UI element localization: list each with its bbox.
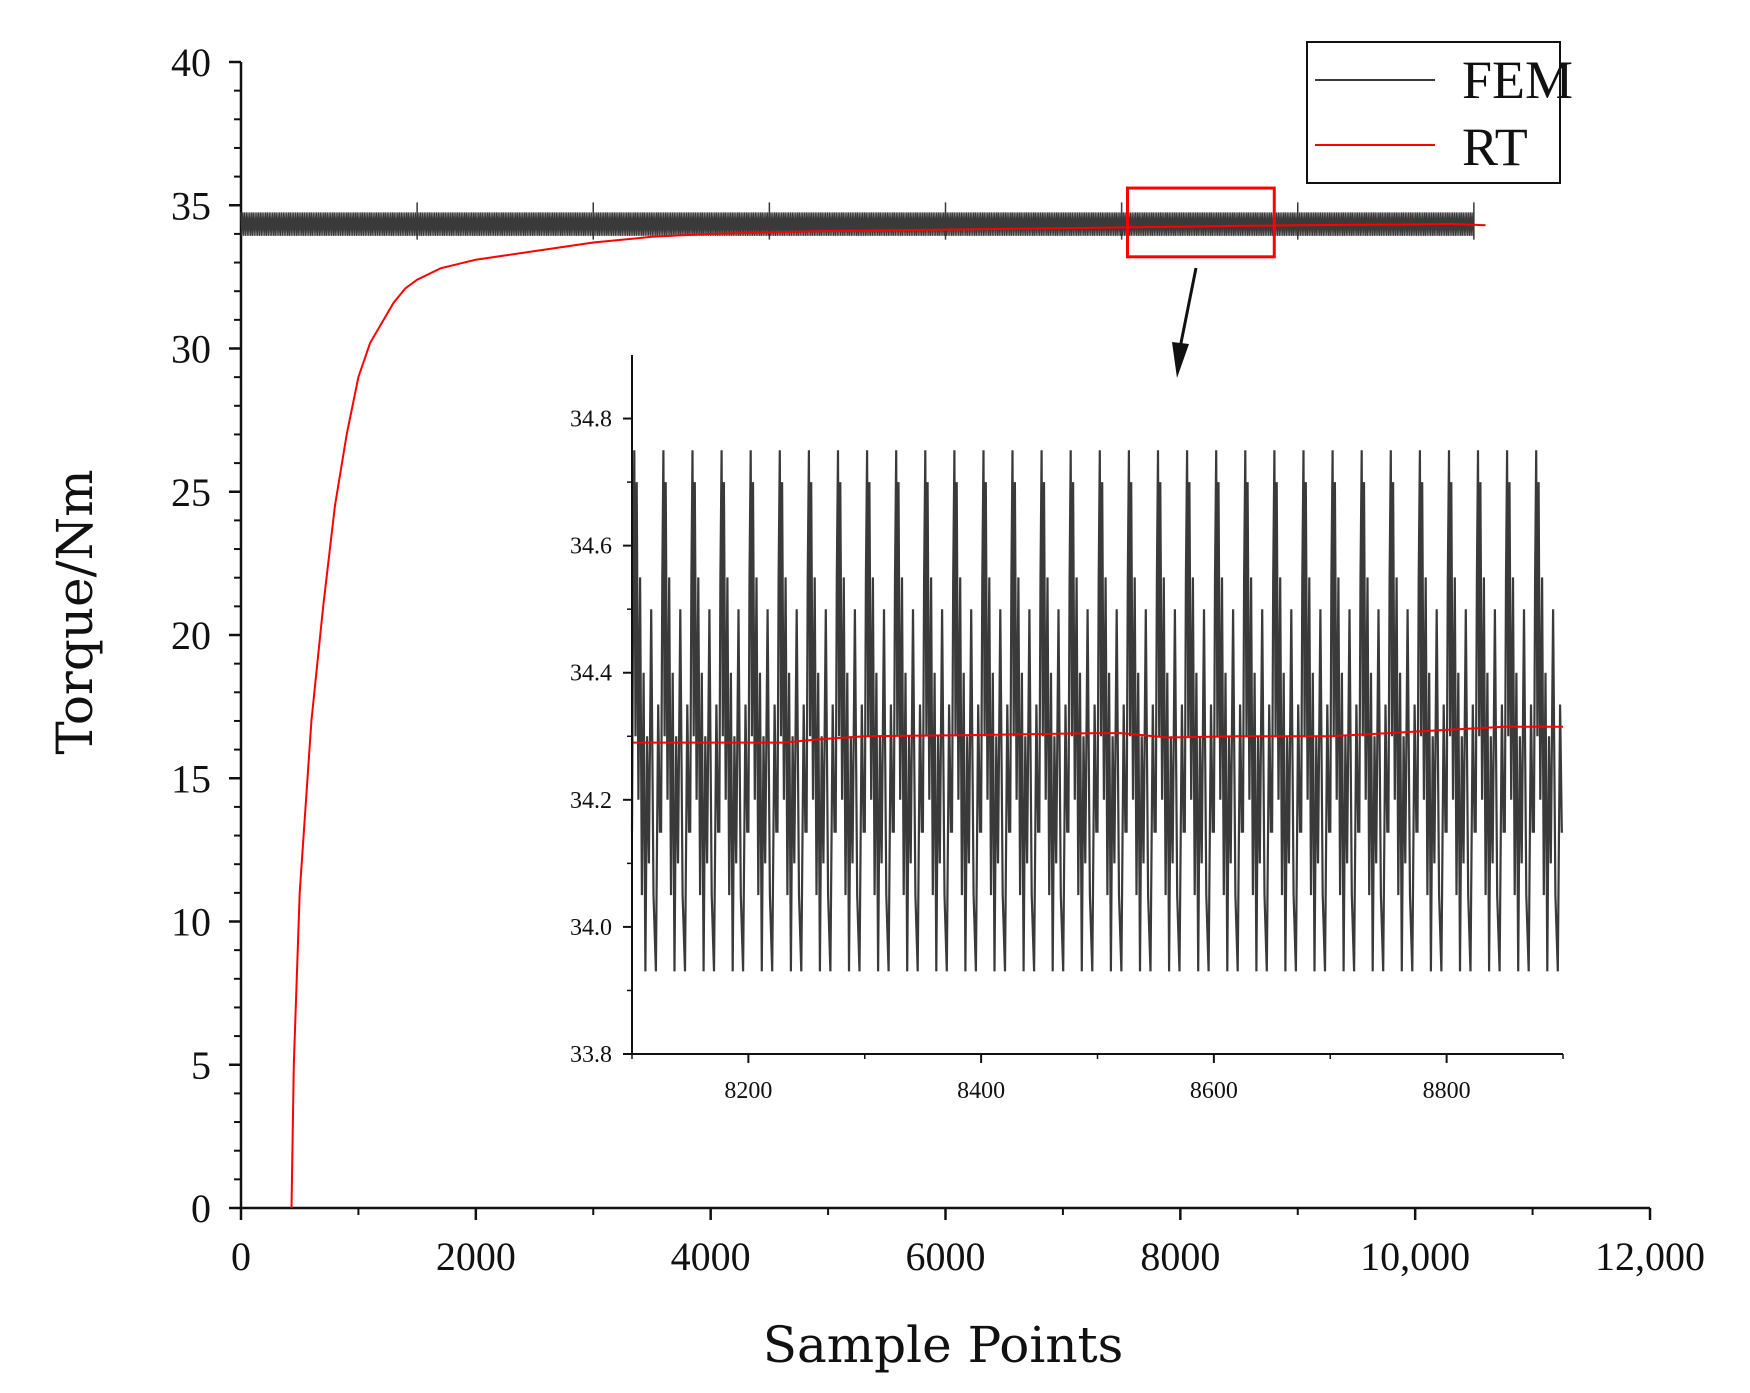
legend-box	[1306, 41, 1561, 184]
inset-x-tick-label: 8400	[957, 1078, 1005, 1104]
main-ticks: 0 5 10 15 20 25 30 35 40 0 2000 4000 6000 8000 10,000 1…	[171, 40, 1705, 1279]
zoom-arrow-head	[1172, 342, 1189, 378]
legend: FEM RT	[1306, 41, 1573, 184]
x-tick-label: 4000	[671, 1234, 751, 1279]
inset-y-tick-label: 34.8	[570, 407, 612, 433]
y-tick-label: 0	[191, 1186, 211, 1231]
main-series	[240, 202, 1486, 1209]
x-tick-label: 0	[231, 1234, 251, 1279]
y-tick-label: 15	[171, 756, 211, 801]
fem-series-line	[240, 212, 1475, 236]
highlight-box	[1125, 186, 1276, 259]
inset-x-tick-label: 8800	[1423, 1078, 1471, 1104]
inset-y-tick-label: 34.6	[570, 534, 612, 560]
inset-rt-series-line	[632, 725, 1563, 744]
y-tick-label: 35	[171, 183, 211, 228]
inset-y-tick-label: 34.4	[570, 661, 612, 687]
inset-x-tick-label: 8200	[724, 1078, 772, 1104]
inset-ticks: 33.8 34.0 34.2 34.4 34.6 34.8 8200 8400 8600 8800	[570, 407, 1564, 1104]
zoom-arrow-line	[1178, 267, 1198, 349]
legend-rt-label: RT	[1462, 117, 1528, 177]
x-tick-label: 12,000	[1595, 1234, 1705, 1279]
x-axis-title: Sample Points	[763, 1316, 1124, 1374]
y-tick-label: 10	[171, 900, 211, 945]
y-tick-label: 20	[171, 613, 211, 658]
inset-y-tick-label: 34.0	[570, 915, 612, 941]
rt-series-line	[290, 222, 1486, 1209]
inset-y-tick-label: 33.8	[570, 1042, 612, 1068]
y-tick-label: 5	[191, 1043, 211, 1088]
inset-fem-series-line	[630, 450, 1563, 972]
legend-fem-label: FEM	[1462, 50, 1573, 110]
x-tick-label: 6000	[906, 1234, 986, 1279]
y-axis-title: Torque/Nm	[46, 469, 104, 754]
x-tick-label: 8000	[1140, 1234, 1220, 1279]
x-tick-label: 10,000	[1360, 1234, 1470, 1279]
y-tick-label: 25	[171, 470, 211, 515]
y-tick-label: 30	[171, 327, 211, 372]
inset-y-tick-label: 34.2	[570, 788, 612, 814]
inset-series	[630, 450, 1563, 972]
inset-x-tick-label: 8600	[1190, 1078, 1238, 1104]
zoom-indicator	[1125, 186, 1276, 378]
inset-chart: 33.8 34.0 34.2 34.4 34.6 34.8 8200 8400 8600 8800	[570, 355, 1564, 1104]
x-tick-label: 2000	[436, 1234, 516, 1279]
y-tick-label: 40	[171, 40, 211, 85]
